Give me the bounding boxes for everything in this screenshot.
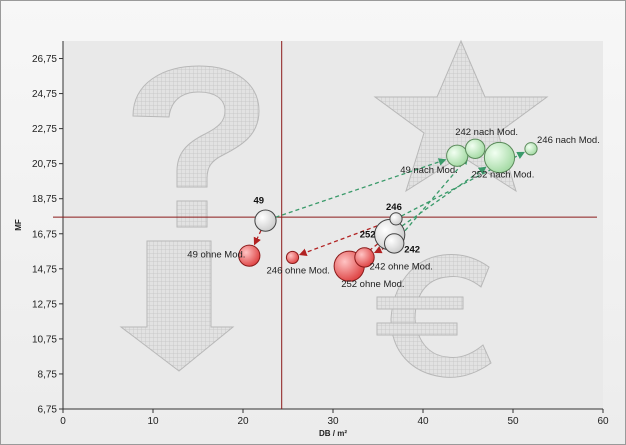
reference-lines bbox=[53, 41, 597, 409]
x-tick-label: 0 bbox=[60, 416, 66, 427]
y-tick-label: 6,75 bbox=[38, 405, 58, 416]
y-tick-label: 22,75 bbox=[32, 124, 57, 135]
point-label: 246 nach Mod. bbox=[537, 135, 600, 146]
y-tick-label: 16,75 bbox=[32, 229, 57, 240]
x-tick-label: 60 bbox=[597, 416, 609, 427]
data-point-242 bbox=[384, 233, 405, 254]
point-labels: 49 246 252 242 49 ohne Mod. 246 ohne Mod. 252 … bbox=[187, 127, 600, 290]
point-label: 49 nach Mod. bbox=[400, 165, 458, 176]
point-label: 49 bbox=[254, 196, 265, 207]
data-point-246-ohne-mod- bbox=[285, 250, 300, 265]
data-point-49 bbox=[254, 209, 277, 232]
point-label: 49 ohne Mod. bbox=[187, 250, 245, 261]
data-point-246 bbox=[389, 212, 403, 226]
point-label: 246 bbox=[386, 202, 402, 213]
arrow-242-nach-mod- bbox=[400, 156, 469, 237]
euro-sign-icon bbox=[376, 254, 492, 378]
x-tick-label: 10 bbox=[147, 416, 159, 427]
arrow-49-nach-mod- bbox=[275, 158, 447, 218]
data-point-49-ohne-mod- bbox=[238, 244, 261, 267]
x-tick-label: 40 bbox=[417, 416, 429, 427]
data-points bbox=[238, 138, 538, 282]
y-tick-label: 24,75 bbox=[32, 89, 57, 100]
point-label: 242 nach Mod. bbox=[455, 127, 518, 138]
x-axis-title: DB / m² bbox=[319, 429, 347, 438]
axes: 0 10 20 30 40 50 60 6,75 8,75 10,75 12,75 14,75 16,7… bbox=[32, 41, 609, 427]
y-tick-label: 20,75 bbox=[32, 159, 57, 170]
y-tick-label: 26,75 bbox=[32, 54, 57, 65]
y-tick-label: 18,75 bbox=[32, 194, 57, 205]
x-tick-label: 50 bbox=[507, 416, 519, 427]
question-mark-icon bbox=[132, 65, 260, 228]
x-tick-label: 20 bbox=[237, 416, 249, 427]
y-tick-label: 14,75 bbox=[32, 264, 57, 275]
data-point-242-ohne-mod- bbox=[354, 247, 375, 268]
arrow-246-ohne-mod- bbox=[298, 220, 391, 256]
point-label: 252 ohne Mod. bbox=[341, 279, 404, 290]
x-tick-label: 30 bbox=[327, 416, 339, 427]
point-label: 252 nach Mod. bbox=[472, 170, 535, 181]
point-label: 242 ohne Mod. bbox=[370, 261, 433, 272]
data-point-242-nach-mod- bbox=[465, 138, 486, 159]
y-tick-label: 8,75 bbox=[38, 369, 58, 380]
y-axis-title: MF bbox=[14, 219, 23, 231]
arrow-49-ohne-mod- bbox=[253, 229, 262, 246]
point-label: 242 bbox=[404, 244, 420, 255]
y-tick-label: 12,75 bbox=[32, 299, 57, 310]
point-label: 246 ohne Mod. bbox=[267, 265, 330, 276]
y-tick-label: 10,75 bbox=[32, 334, 57, 345]
data-point-246-nach-mod- bbox=[524, 142, 538, 156]
point-label: 252 bbox=[360, 230, 376, 241]
data-point-252-nach-mod- bbox=[483, 141, 516, 174]
arrow-252-nach-mod- bbox=[401, 166, 487, 227]
down-arrow-icon bbox=[119, 240, 235, 372]
data-point-49-nach-mod- bbox=[446, 144, 469, 167]
